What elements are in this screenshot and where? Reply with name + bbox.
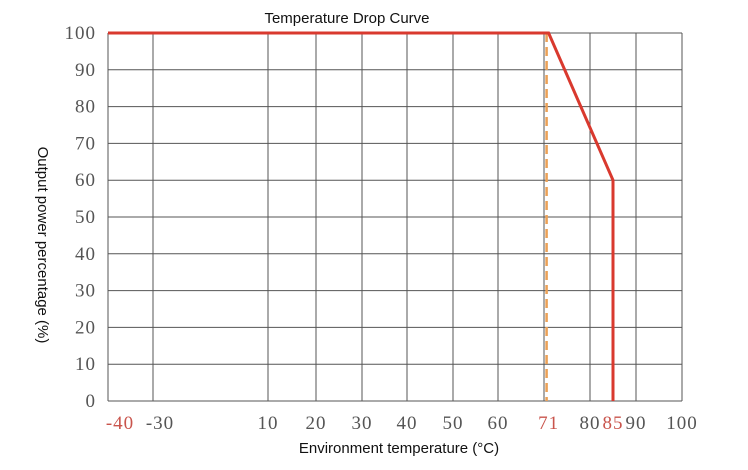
- x-tick-label: 60: [488, 413, 509, 434]
- y-tick-label: 50: [75, 207, 96, 228]
- x-tick-labels: -40 -30 10 20 30 40 50 60 71 80 85 90 100: [106, 413, 698, 434]
- x-tick-label: -30: [146, 413, 174, 434]
- grid: [107, 32, 683, 402]
- y-tick-label: 100: [65, 23, 97, 44]
- y-axis-label: Output power percentage (%): [34, 147, 51, 344]
- x-tick-label: 20: [306, 413, 327, 434]
- x-tick-label: 90: [626, 413, 647, 434]
- y-tick-label: 40: [75, 244, 96, 265]
- y-tick-label: 20: [75, 317, 96, 338]
- x-tick-label: 100: [666, 413, 698, 434]
- x-tick-label: 40: [397, 413, 418, 434]
- x-tick-label: 10: [258, 413, 279, 434]
- x-tick-label: -40: [106, 413, 134, 434]
- y-tick-label: 70: [75, 133, 96, 154]
- x-tick-label: 50: [443, 413, 464, 434]
- x-tick-label: 80: [580, 413, 601, 434]
- y-tick-label: 10: [75, 354, 96, 375]
- x-tick-label: 71: [538, 413, 559, 434]
- y-tick-label: 80: [75, 97, 96, 118]
- x-tick-label: 30: [352, 413, 373, 434]
- y-tick-label: 0: [86, 391, 97, 412]
- x-axis-label: Environment temperature (°C): [299, 440, 499, 457]
- y-tick-label: 60: [75, 170, 96, 191]
- y-tick-label: 90: [75, 60, 96, 81]
- y-tick-labels: 0 10 20 30 40 50 60 70 80 90 100: [65, 23, 97, 412]
- y-tick-label: 30: [75, 281, 96, 302]
- series-line: [108, 31, 615, 401]
- x-tick-label: 85: [603, 413, 624, 434]
- series: [108, 31, 615, 401]
- chart-title: Temperature Drop Curve: [264, 10, 429, 27]
